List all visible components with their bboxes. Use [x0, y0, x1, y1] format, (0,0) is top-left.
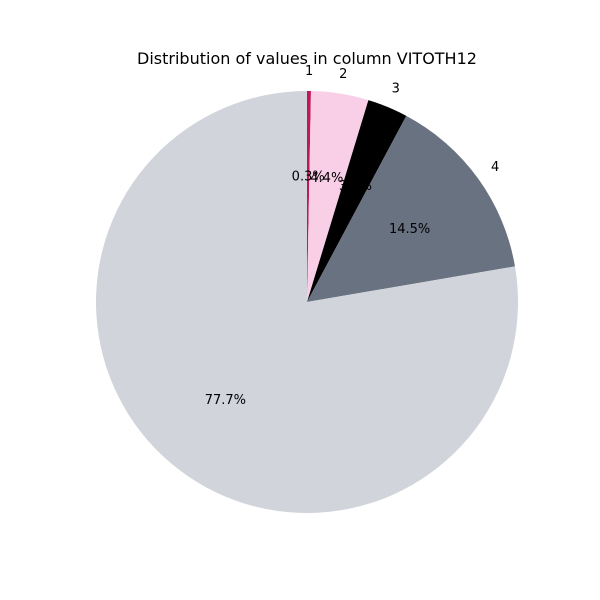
percent-label-3: 3.1%: [339, 179, 372, 194]
pie-slices: [96, 91, 518, 513]
slice-label-2: 2: [339, 67, 347, 82]
slice-label-3: 3: [392, 82, 400, 97]
pie-slice-3: [307, 100, 407, 302]
percent-label-unlabeled: 77.7%: [205, 393, 246, 408]
percent-label-4: 14.5%: [389, 222, 430, 237]
pie-slice-1: [307, 91, 311, 302]
pie-slice-unlabeled: [96, 91, 518, 513]
chart-title: Distribution of values in column VITOTH1…: [137, 49, 477, 68]
percent-label-1: 0.3%: [292, 169, 325, 184]
pie-slice-4: [307, 115, 515, 302]
percent-label-2: 4.4%: [310, 171, 343, 186]
pie-labels: 1 0.3% 2 4.4% 3 3.1% 4 14.5% 77.7%: [205, 64, 500, 408]
pie-slice-2: [307, 91, 369, 303]
slice-label-1: 1: [305, 64, 313, 79]
slice-label-4: 4: [491, 160, 499, 175]
